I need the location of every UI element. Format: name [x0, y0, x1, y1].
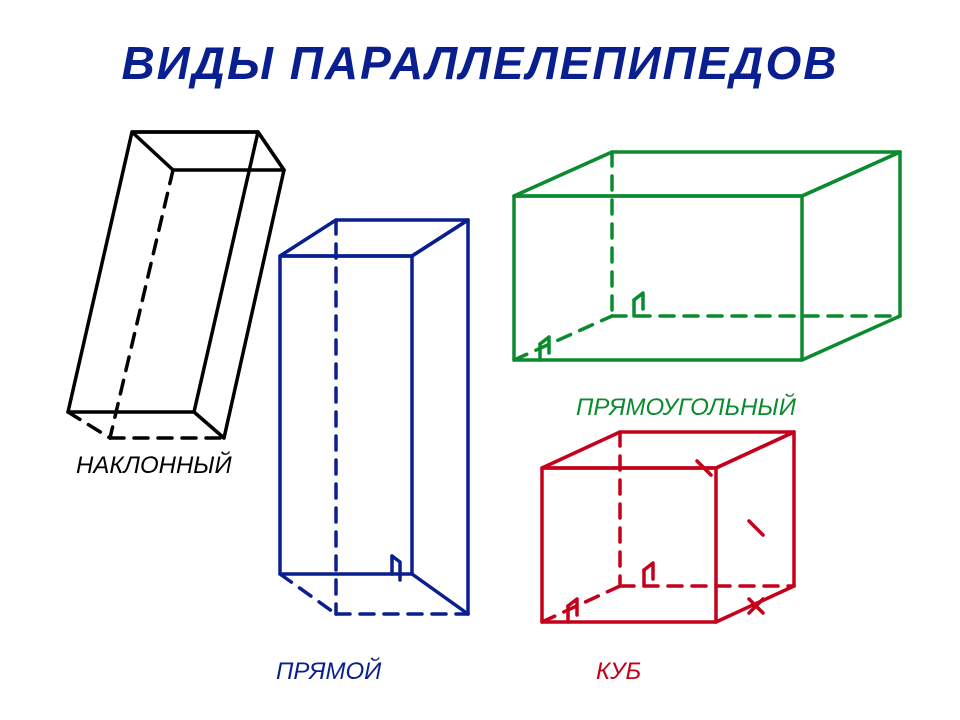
label-oblique: НАКЛОННЫЙ: [76, 452, 232, 480]
shape-right: [272, 216, 482, 636]
label-rectangular: ПРЯМОУГОЛЬНЫЙ: [576, 394, 796, 422]
label-right: ПРЯМОЙ: [276, 658, 381, 686]
diagram-stage: ВИДЫ ПАРАЛЛЕЛЕПИПЕДОВ НАКЛОННЫЙ ПРЯМОЙ П…: [0, 0, 960, 720]
page-title: ВИДЫ ПАРАЛЛЕЛЕПИПЕДОВ: [0, 36, 960, 90]
shape-rectangular: [506, 148, 916, 388]
shape-cube: [534, 428, 834, 658]
label-cube: КУБ: [596, 658, 641, 686]
shape-oblique: [60, 128, 290, 448]
